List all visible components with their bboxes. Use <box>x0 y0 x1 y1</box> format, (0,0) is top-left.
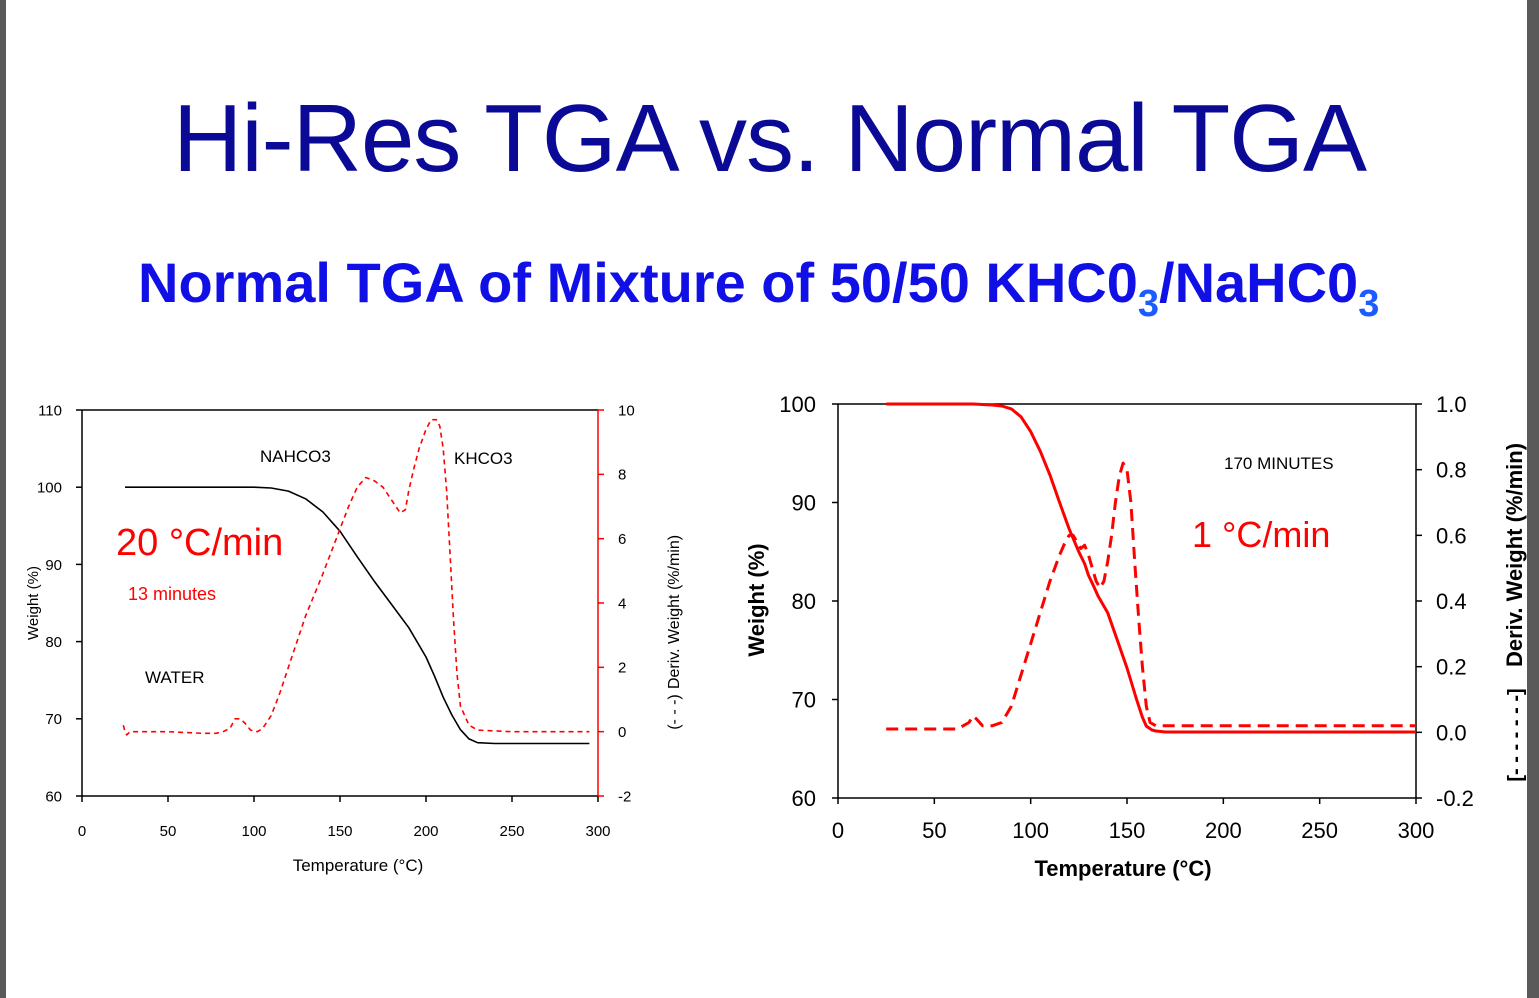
c1-xlabel: Temperature (°C) <box>293 856 424 875</box>
c1-y2label: Deriv. Weight (%/min) <box>666 535 683 689</box>
c1-ytick-label: 100 <box>37 480 62 497</box>
window-edge-left <box>0 0 6 998</box>
c2-ylabel: Weight (%) <box>744 543 769 656</box>
c1-xtick-label: 200 <box>413 823 438 840</box>
subtitle-sub1: 3 <box>1137 283 1160 325</box>
c1-ytick-label: 70 <box>45 711 62 728</box>
c2-xtick-label: 200 <box>1205 818 1242 843</box>
c1-ylabel: Weight (%) <box>25 566 42 640</box>
c1-y2tick-label: 0 <box>618 724 626 741</box>
c1-weight-line <box>125 486 590 745</box>
c2-xtick-label: 150 <box>1109 818 1146 843</box>
c2-ytick-label: 80 <box>792 589 816 614</box>
c1-rate-label: 20 °C/min <box>116 522 283 564</box>
c2-ytick-label: 70 <box>792 687 816 712</box>
c2-y2-legend-mark: [- - - - - - -] <box>1505 688 1527 781</box>
subtitle-mid: /NaHC0 <box>1159 251 1359 314</box>
c2-xlabel: Temperature (°C) <box>1034 856 1211 881</box>
c2-xtick-label: 100 <box>1012 818 1049 843</box>
c1-ytick-label: 80 <box>45 634 62 651</box>
c1-xtick-label: 150 <box>327 823 352 840</box>
c2-xtick-label: 0 <box>832 818 844 843</box>
c1-xtick-label: 0 <box>78 823 86 840</box>
c1-y2tick-label: 6 <box>618 531 626 548</box>
c1-y2tick-label: 10 <box>618 402 635 419</box>
c2-y2tick-label: 0.2 <box>1436 655 1467 680</box>
c2-y2label: Deriv. Weight (%/min) <box>1502 443 1527 667</box>
c1-nahco3-label: NAHCO3 <box>260 447 331 466</box>
c1-y2tick-label: 4 <box>618 595 626 612</box>
c1-y2tick-label: 2 <box>618 660 626 677</box>
c1-xtick-label: 250 <box>499 823 524 840</box>
c2-y2tick-label: 0.0 <box>1436 720 1467 745</box>
c2-y2tick-label: 0.6 <box>1436 523 1467 548</box>
c2-y2tick-label: -0.2 <box>1436 786 1474 811</box>
c1-ytick-label: 90 <box>45 557 62 574</box>
c2-weight-line <box>886 402 1416 734</box>
c1-y2label-group: Deriv. Weight (%/min) <box>666 535 683 689</box>
c1-deriv-weight-line <box>122 418 590 736</box>
c2-xtick-label: 300 <box>1398 818 1435 843</box>
c2-y2tick-label: 0.8 <box>1436 458 1467 483</box>
c2-y2tick-label: 1.0 <box>1436 392 1467 417</box>
window-edge-right <box>1527 0 1539 998</box>
c2-ytick-label: 90 <box>792 490 816 515</box>
c2-deriv-weight-line <box>886 461 1416 731</box>
c2-ytick-label: 100 <box>779 392 816 417</box>
chart-normal-tga-20cmin: 20 °C/min 13 minutes WATER NAHCO3 KHCO3 … <box>25 402 683 875</box>
c2-time-label: 170 MINUTES <box>1224 454 1334 473</box>
chart-hires-tga-1cmin: 1 °C/min 170 MINUTES Temperature (°C) We… <box>744 392 1527 881</box>
c2-xtick-label: 250 <box>1301 818 1338 843</box>
c2-y2tick-label: 0.4 <box>1436 589 1467 614</box>
c1-y2tick-label: -2 <box>618 788 631 805</box>
subtitle-main: Normal TGA of Mixture of 50/50 KHC0 <box>138 251 1138 314</box>
c1-xtick-label: 50 <box>160 823 177 840</box>
slide-subtitle: Normal TGA of Mixture of 50/50 KHC03/NaH… <box>138 250 1498 326</box>
c1-ytick-label: 60 <box>45 788 62 805</box>
c1-time-label: 13 minutes <box>128 584 216 604</box>
c1-ytick-label: 110 <box>38 402 62 419</box>
c1-xtick-label: 300 <box>585 823 610 840</box>
c1-water-label: WATER <box>145 668 205 687</box>
c1-xtick-label: 100 <box>241 823 266 840</box>
c2-rate-label: 1 °C/min <box>1192 514 1330 555</box>
c2-ytick-label: 60 <box>792 786 816 811</box>
subtitle-sub2: 3 <box>1358 283 1380 325</box>
c1-khco3-label: KHCO3 <box>454 449 513 468</box>
c2-xtick-label: 50 <box>922 818 946 843</box>
c1-y2-legend-mark: (- - -) <box>666 694 683 730</box>
c1-y2tick-label: 8 <box>618 467 626 484</box>
slide-title: Hi-Res TGA vs. Normal TGA <box>173 85 1367 192</box>
